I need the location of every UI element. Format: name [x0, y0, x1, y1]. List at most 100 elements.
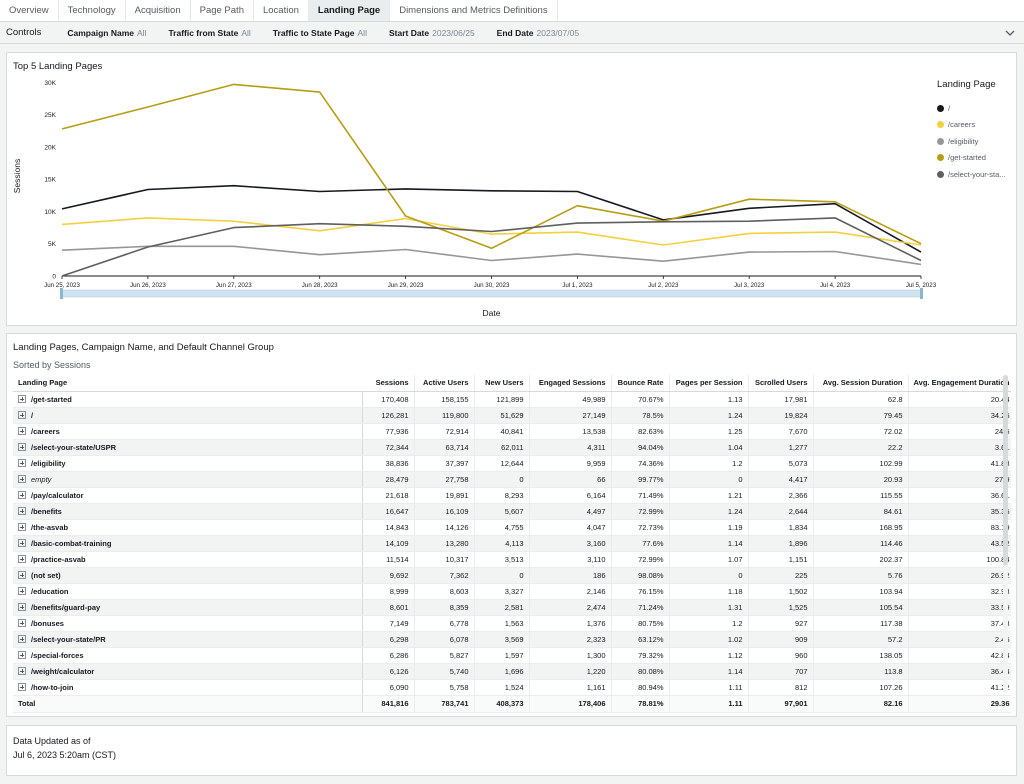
table-row: /weight/calculator 6,126 5,740 1,696 1,220 80…: [13, 663, 1011, 680]
expand-icon[interactable]: [18, 538, 26, 547]
tab-definitions[interactable]: Dimensions and Metrics Definitions: [390, 0, 558, 21]
column-header[interactable]: Active Users: [414, 375, 475, 392]
control-label: Traffic to State Page: [272, 27, 355, 38]
expand-icon[interactable]: [18, 394, 26, 403]
metric-cell: 1,376: [529, 615, 612, 632]
landing-page-label: /benefits: [31, 506, 62, 516]
expand-icon[interactable]: [18, 634, 26, 643]
control-start-date[interactable]: Start Date 2023/06/25: [389, 28, 475, 38]
column-header[interactable]: Avg. Engagement Duration: [908, 375, 1011, 392]
column-header[interactable]: Engaged Sessions: [529, 375, 612, 392]
expand-icon[interactable]: [18, 666, 26, 675]
expand-icon[interactable]: [18, 442, 26, 451]
table-row: /benefits/guard-pay 8,601 8,359 2,581 2,474 7…: [13, 599, 1011, 616]
expand-icon[interactable]: [18, 554, 26, 563]
metric-cell: 103.94: [813, 583, 909, 600]
legend-item[interactable]: /get-started: [937, 150, 1006, 167]
scrollbar-thumb[interactable]: [1003, 375, 1008, 565]
legend-item[interactable]: /careers: [937, 117, 1006, 134]
table-title: Landing Pages, Campaign Name, and Defaul…: [13, 342, 274, 353]
landing-page-label: /: [31, 410, 34, 420]
control-traffic-from-state[interactable]: Traffic from State All: [168, 28, 250, 38]
chart-panel: Top 5 Landing Pages 0 5K 10K 15K 20K 25K 30K Ju…: [6, 52, 1017, 326]
landing-page-cell: /careers: [13, 423, 363, 440]
control-label: Start Date: [388, 27, 430, 38]
control-value: 2023/07/05: [536, 27, 580, 38]
metric-cell: 36.44: [908, 663, 1011, 680]
metric-cell: 70.67%: [611, 391, 670, 408]
metric-cell: 1.24: [669, 503, 749, 520]
x-tick-label: Jul 1, 2023: [562, 282, 593, 289]
expand-icon[interactable]: [18, 522, 26, 531]
expand-icon[interactable]: [18, 650, 26, 659]
metric-cell: 9,692: [362, 567, 415, 584]
expand-icon[interactable]: [18, 602, 26, 611]
legend-item[interactable]: /select-your-sta...: [937, 166, 1006, 183]
expand-icon[interactable]: [18, 490, 26, 499]
metric-cell: 1,161: [529, 679, 612, 696]
legend-item[interactable]: /eligibility: [937, 133, 1006, 150]
metric-cell: 1.25: [669, 423, 749, 440]
tab-location[interactable]: Location: [254, 0, 309, 21]
x-tick-label: Jun 29, 2023: [388, 282, 424, 289]
metric-cell: 6,286: [362, 647, 415, 664]
expand-icon[interactable]: [18, 426, 26, 435]
expand-icon[interactable]: [18, 506, 26, 515]
metric-cell: 49,989: [529, 391, 612, 408]
metric-cell: 5,758: [414, 679, 475, 696]
metric-cell: 16,647: [362, 503, 415, 520]
metric-cell: 0: [669, 567, 749, 584]
metric-cell: 82.63%: [611, 423, 670, 440]
column-header[interactable]: Bounce Rate: [611, 375, 670, 392]
control-traffic-to-state-page[interactable]: Traffic to State Page All: [273, 28, 367, 38]
legend-dot: [937, 121, 944, 129]
table-row: (not set) 9,692 7,362 0 186 98.08% 0 225 5.76 26.…: [13, 567, 1011, 584]
metric-cell: 94.04%: [611, 439, 670, 456]
legend-item[interactable]: /: [937, 100, 1006, 117]
tab-landing-page[interactable]: Landing Page: [308, 0, 391, 21]
expand-icon[interactable]: [18, 410, 26, 419]
chevron-down-icon[interactable]: [1004, 27, 1016, 39]
tab-acquisition[interactable]: Acquisition: [126, 0, 191, 21]
legend-dot: [937, 137, 944, 145]
metric-cell: 105.54: [813, 599, 909, 616]
control-end-date[interactable]: End Date 2023/07/05: [497, 28, 579, 38]
expand-icon[interactable]: [18, 618, 26, 627]
metric-cell: 119,800: [414, 407, 475, 424]
legend-dot: [937, 170, 944, 178]
column-header[interactable]: New Users: [474, 375, 530, 392]
total-cell: 783,741: [414, 694, 475, 713]
column-header[interactable]: Pages per Session: [669, 375, 749, 392]
column-header[interactable]: Landing Page: [13, 375, 362, 392]
metric-cell: 27.9: [908, 471, 1011, 488]
column-header[interactable]: Sessions: [362, 375, 415, 392]
landing-page-cell: /education: [13, 583, 363, 600]
tab-technology[interactable]: Technology: [59, 0, 126, 21]
control-label: Campaign Name: [67, 27, 134, 38]
metric-cell: 1,524: [474, 679, 530, 696]
control-campaign-name[interactable]: Campaign Name All: [67, 28, 146, 38]
expand-icon[interactable]: [18, 682, 26, 691]
control-value: All: [357, 27, 367, 38]
date-range-slider[interactable]: [61, 289, 922, 298]
expand-icon[interactable]: [18, 570, 26, 579]
expand-icon[interactable]: [18, 586, 26, 595]
expand-icon[interactable]: [18, 474, 26, 483]
metric-cell: 1,597: [474, 647, 530, 664]
metric-cell: 1.12: [669, 647, 749, 664]
metric-cell: 3,569: [474, 631, 530, 648]
column-header[interactable]: Avg. Session Duration: [813, 375, 909, 392]
chart-title: Top 5 Landing Pages: [13, 61, 103, 72]
slider-handle-left[interactable]: [60, 288, 63, 299]
slider-handle-right[interactable]: [920, 288, 923, 299]
column-header[interactable]: Scrolled Users: [748, 375, 814, 392]
metric-cell: 2.46: [908, 631, 1011, 648]
metric-cell: 79.45: [813, 407, 909, 424]
landing-page-cell: /how-to-join: [13, 679, 363, 696]
table-row: /bonuses 7,149 6,778 1,563 1,376 80.75% 1.2 927…: [13, 615, 1011, 632]
series-line: [61, 217, 922, 277]
metric-cell: 24.5: [908, 423, 1011, 440]
tab-page-path[interactable]: Page Path: [191, 0, 254, 21]
expand-icon[interactable]: [18, 458, 26, 467]
tab-overview[interactable]: Overview: [0, 0, 59, 21]
